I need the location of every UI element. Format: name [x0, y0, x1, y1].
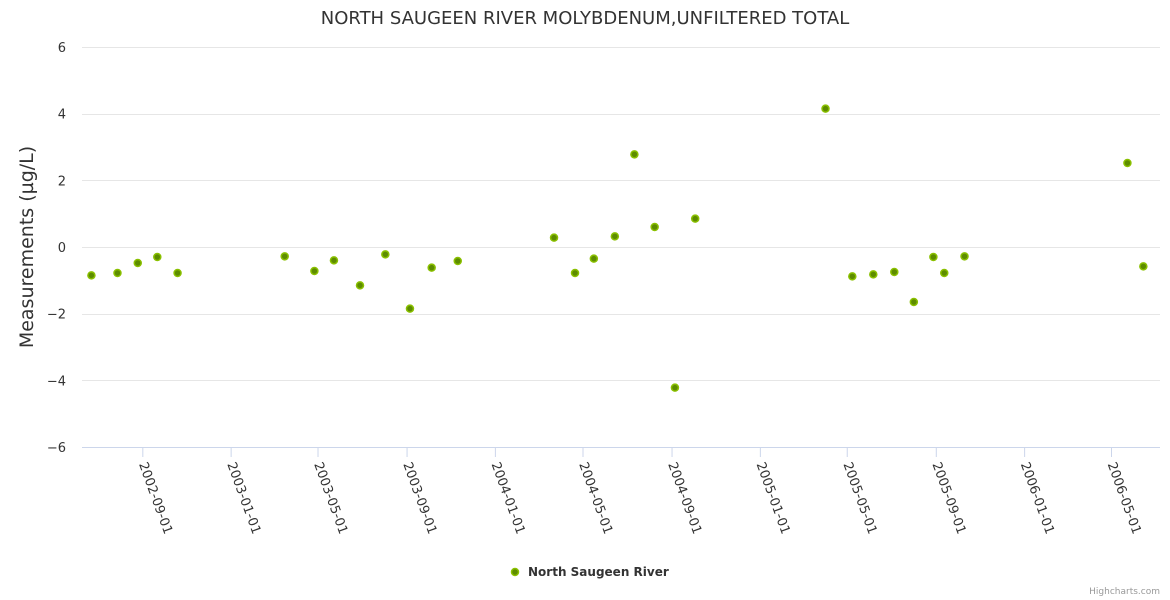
- data-point[interactable]: [329, 256, 339, 265]
- data-point[interactable]: [690, 214, 700, 223]
- y-tick-label: −4: [47, 374, 66, 389]
- data-point[interactable]: [929, 252, 938, 262]
- data-point[interactable]: [453, 256, 462, 266]
- x-tick-label: 2004-01-01: [488, 460, 528, 536]
- x-tick-label: 2005-09-01: [929, 460, 969, 536]
- data-point[interactable]: [310, 266, 319, 276]
- y-axis-ticks: 6 4 2 0 −2 −4 −6: [47, 41, 66, 456]
- data-point[interactable]: [650, 222, 659, 232]
- legend-marker-icon: [510, 567, 520, 577]
- data-point[interactable]: [821, 104, 830, 113]
- x-tick-label: 2002-09-01: [135, 460, 175, 536]
- y-tick-label: 0: [58, 241, 66, 256]
- data-point[interactable]: [909, 297, 919, 307]
- data-point[interactable]: [630, 150, 639, 159]
- legend-item-north-saugeen-river[interactable]: North Saugeen River: [528, 565, 669, 579]
- data-point[interactable]: [405, 304, 415, 313]
- data-point[interactable]: [570, 268, 580, 278]
- data-point[interactable]: [133, 258, 142, 268]
- data-point[interactable]: [549, 233, 559, 242]
- data-point[interactable]: [589, 254, 599, 263]
- data-point[interactable]: [610, 232, 620, 241]
- y-tick-label: 4: [58, 108, 66, 123]
- x-tick-label: 2003-01-01: [223, 460, 263, 536]
- x-axis-ticks: 2002-09-01 2003-01-01 2003-05-01 2003-09-01…: [135, 447, 1144, 536]
- x-tick-label: 2004-05-01: [575, 460, 615, 536]
- x-tick-label: 2005-05-01: [839, 460, 879, 536]
- data-point[interactable]: [890, 267, 899, 277]
- data-point[interactable]: [113, 268, 122, 278]
- data-point[interactable]: [173, 268, 182, 278]
- grid-lines: [82, 47, 1160, 381]
- x-tick-label: 2006-05-01: [1104, 460, 1144, 536]
- y-tick-label: −2: [47, 308, 66, 323]
- legend[interactable]: North Saugeen River: [510, 565, 669, 579]
- data-point[interactable]: [848, 272, 857, 281]
- y-axis-title: Measurements (µg/L): [16, 146, 38, 348]
- data-point[interactable]: [153, 252, 162, 262]
- series-north-saugeen-river: [87, 104, 1148, 392]
- data-point[interactable]: [869, 270, 878, 279]
- data-point[interactable]: [280, 252, 289, 261]
- x-tick-label: 2004-09-01: [664, 460, 704, 536]
- data-point[interactable]: [1139, 262, 1148, 271]
- y-tick-label: 6: [58, 41, 66, 56]
- x-tick-label: 2003-09-01: [399, 460, 439, 536]
- x-tick-label: 2006-01-01: [1017, 460, 1057, 536]
- chart-title: NORTH SAUGEEN RIVER MOLYBDENUM,UNFILTERE…: [321, 8, 850, 29]
- x-tick-label: 2003-05-01: [310, 460, 350, 536]
- y-tick-label: 2: [58, 174, 66, 189]
- credits-link[interactable]: Highcharts.com: [1089, 587, 1160, 597]
- data-point[interactable]: [381, 250, 390, 259]
- data-point[interactable]: [1123, 158, 1132, 168]
- data-point[interactable]: [427, 263, 436, 272]
- data-point[interactable]: [670, 383, 680, 392]
- data-point[interactable]: [87, 271, 96, 280]
- data-point[interactable]: [940, 268, 949, 278]
- x-tick-label: 2005-01-01: [753, 460, 793, 536]
- y-tick-label: −6: [47, 441, 66, 456]
- data-point[interactable]: [355, 281, 365, 290]
- data-point[interactable]: [960, 252, 969, 261]
